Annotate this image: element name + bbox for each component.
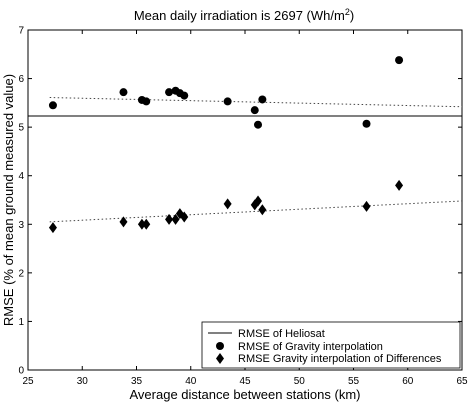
data-markers	[48, 56, 404, 234]
x-tick-label: 35	[131, 376, 143, 387]
x-tick-label: 60	[402, 376, 414, 387]
y-tick-label: 1	[18, 317, 24, 328]
legend-symbol-gravity	[216, 342, 224, 350]
x-tick-label: 65	[456, 376, 468, 387]
chart-title-main: Mean daily irradiation is 2697 (Wh/m	[134, 8, 345, 23]
legend-label-differences: RMSE Gravity interpolation of Difference…	[238, 353, 442, 365]
plot-area	[27, 29, 463, 371]
legend-box	[201, 321, 461, 369]
differences-point	[223, 198, 232, 210]
y-tick-label: 6	[18, 74, 24, 85]
chart-title: Mean daily irradiation is 2697 (Wh/m2)	[134, 7, 354, 23]
y-axis: 0 1 2 3 4 5 6 7	[18, 26, 462, 377]
gravity-point	[254, 120, 263, 129]
x-tick-label: 30	[77, 376, 89, 387]
x-tick-label: 40	[185, 376, 197, 387]
differences-point	[137, 218, 146, 230]
chart-title-end: )	[350, 8, 354, 23]
gravity-point	[119, 88, 128, 97]
differences-point	[171, 213, 180, 225]
x-tick-label: 25	[22, 376, 34, 387]
differences-point	[258, 204, 267, 216]
differences-point	[254, 195, 263, 207]
differences-point	[180, 211, 189, 223]
y-tick-label: 4	[18, 171, 24, 182]
differences-point	[142, 218, 151, 230]
differences-point	[48, 222, 57, 234]
x-axis-label: Average distance between stations (km)	[130, 387, 361, 402]
trendlines	[49, 97, 463, 223]
gravity-point	[48, 101, 57, 110]
y-axis-label: RMSE (% of mean ground measured value)	[1, 74, 16, 326]
y-tick-label: 2	[18, 268, 24, 279]
trendline	[49, 200, 463, 223]
y-tick-label: 7	[18, 26, 24, 37]
trendline	[49, 97, 463, 108]
differences-point	[165, 213, 174, 225]
legend: RMSE of Heliosat RMSE of Gravity interpo…	[201, 321, 461, 369]
gravity-point	[250, 106, 259, 115]
x-tick-label: 50	[294, 376, 306, 387]
y-tick-label: 3	[18, 220, 24, 231]
gravity-point	[362, 119, 371, 128]
legend-label-gravity: RMSE of Gravity interpolation	[238, 341, 383, 353]
differences-point	[395, 179, 404, 191]
x-tick-label: 55	[348, 376, 360, 387]
chart-title-superscript: 2	[345, 7, 350, 17]
gravity-point	[258, 95, 267, 104]
legend-symbol-differences	[216, 353, 224, 364]
gravity-point	[223, 97, 232, 106]
gravity-point	[395, 56, 404, 65]
legend-label-heliosat: RMSE of Heliosat	[238, 328, 325, 340]
gravity-point	[142, 97, 151, 106]
gravity-point	[180, 91, 189, 100]
x-tick-label: 45	[239, 376, 251, 387]
y-tick-label: 5	[18, 123, 24, 134]
differences-point	[250, 199, 259, 211]
y-tick-label: 0	[18, 366, 24, 377]
differences-point	[362, 200, 371, 212]
differences-point	[119, 216, 128, 228]
gravity-point	[165, 88, 174, 97]
